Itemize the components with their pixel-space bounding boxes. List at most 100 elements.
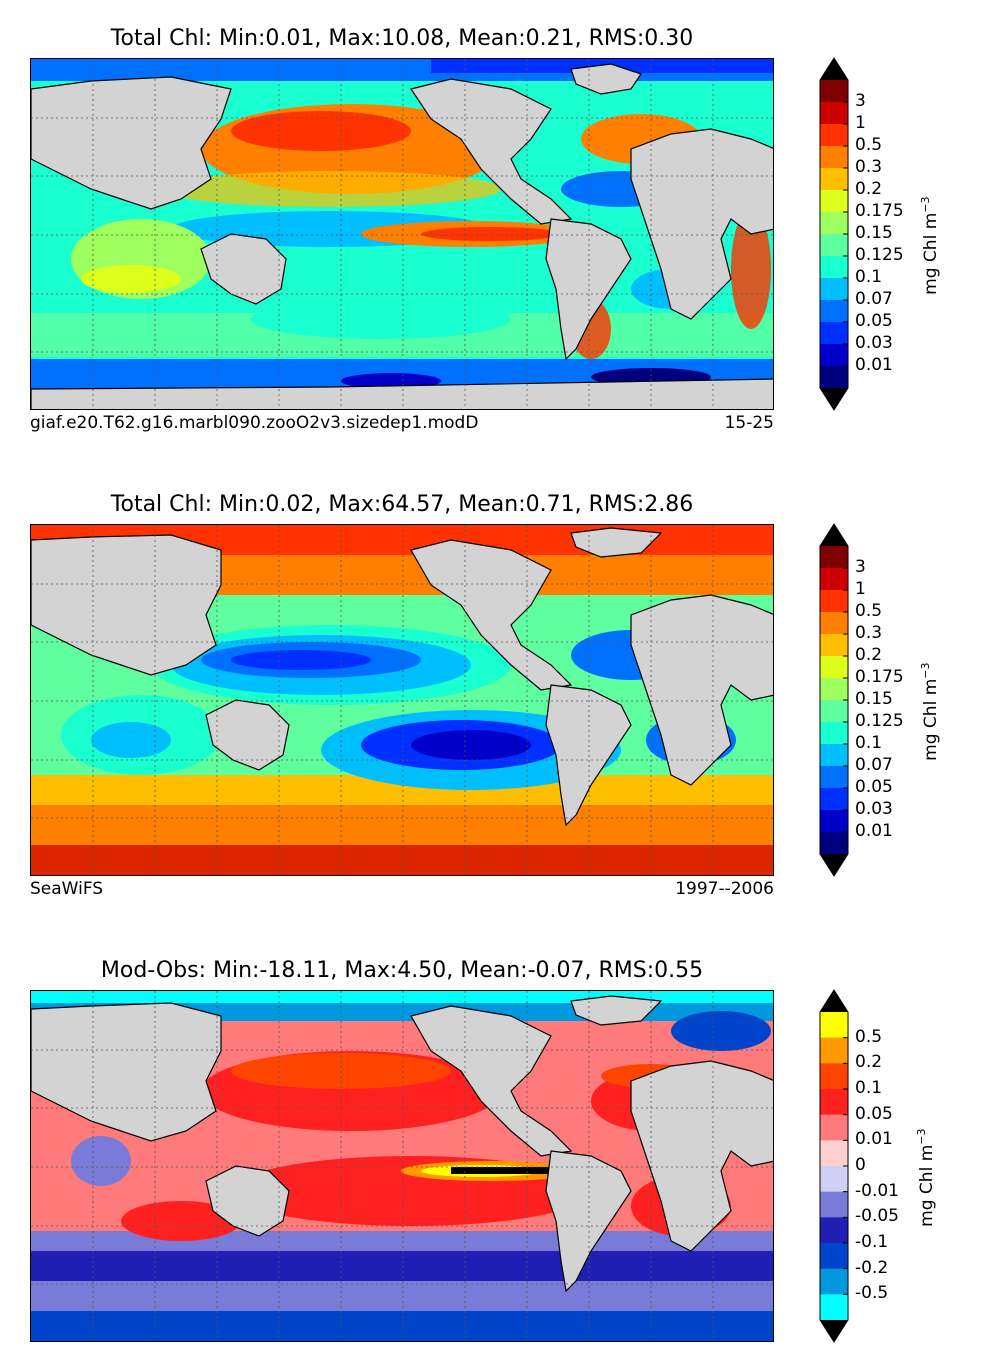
colorbar-tick-label: -0.1 (855, 1232, 889, 1252)
colorbar-tick-label: 0.5 (855, 1026, 883, 1047)
panel-2-caption-right: 1997--2006 (675, 879, 774, 899)
colorbar-swatch (820, 766, 848, 789)
colorbar-extend-top (820, 58, 848, 80)
colorbar-tick-label: 0.03 (855, 799, 893, 819)
colorbar-swatch (820, 124, 848, 147)
panel-1-colorbar-label: mg Chl m−3 (919, 196, 941, 295)
colorbar-swatch (820, 278, 848, 301)
colorbar-swatch (820, 1294, 848, 1321)
colorbar-swatch (820, 1217, 848, 1244)
colorbar-tick-label: 0.125 (855, 711, 904, 731)
colorbar-extend-bottom (820, 388, 848, 410)
colorbar-swatch (820, 788, 848, 811)
colorbar-swatch (820, 1140, 848, 1167)
colorbar-outline (819, 523, 849, 877)
graticule (31, 59, 773, 409)
colorbar-tick-label: 0.2 (855, 645, 883, 665)
colorbar-outline (819, 57, 849, 411)
colorbar-swatch (820, 612, 848, 635)
colorbar-tick-label: 0.3 (855, 157, 883, 177)
colorbar-extend-top (820, 990, 848, 1012)
panel-3-map (30, 990, 774, 1342)
colorbar-outline (819, 989, 849, 1343)
colorbar-tick-label: 0.07 (855, 289, 893, 309)
colorbar-tick-label: 0.125 (855, 245, 904, 265)
colorbar-swatch (820, 832, 848, 855)
colorbar-tick-label: 0.1 (855, 267, 883, 287)
colorbar-swatch (820, 700, 848, 723)
colorbar-extend-bottom (820, 854, 848, 876)
colorbar-swatch (820, 80, 848, 103)
colorbar-tick-label: -0.01 (855, 1180, 899, 1201)
colorbar-swatch (820, 300, 848, 323)
colorbar-swatch (820, 810, 848, 833)
colorbar-tick-label: -0.05 (855, 1206, 899, 1227)
colorbar-swatch (820, 568, 848, 591)
colorbar-tick-label: 0.1 (855, 1078, 883, 1098)
colorbar-tick-label: 0.01 (855, 821, 893, 841)
colorbar-tick-label: 0.175 (855, 667, 904, 687)
colorbar-swatch (820, 168, 848, 191)
colorbar-tick-label: 0.01 (855, 1129, 893, 1150)
colorbar-tick-label: 0.2 (855, 1052, 883, 1073)
colorbar-swatch (820, 1114, 848, 1141)
colorbar-tick-label: 1 (855, 113, 866, 133)
colorbar-swatch (820, 744, 848, 767)
colorbar-swatch (820, 102, 848, 125)
colorbar-tick-label: 0.03 (855, 333, 893, 353)
colorbar-swatch (820, 590, 848, 613)
colorbar-tick-label: 3 (855, 557, 866, 577)
colorbar-tick-label: 0.15 (855, 223, 893, 243)
colorbar-swatch (820, 656, 848, 679)
panel-2-colorbar-label: mg Chl m−3 (919, 662, 941, 761)
colorbar-swatch (820, 146, 848, 169)
panel-3-colorbar (819, 989, 849, 1343)
colorbar-tick-label: 0.5 (855, 135, 883, 155)
colorbar-tick-label: -0.2 (855, 1257, 889, 1278)
colorbar-swatch (820, 1166, 848, 1193)
colorbar-swatch (820, 366, 848, 389)
colorbar-swatch (820, 212, 848, 235)
colorbar-swatch (820, 256, 848, 279)
colorbar-swatch (820, 344, 848, 367)
panel-1-colorbar (819, 57, 849, 411)
panel-1-caption-left: giaf.e20.T62.g16.marbl090.zooO2v3.sizede… (30, 413, 479, 433)
colorbar-tick-label: 0.05 (855, 311, 893, 331)
colorbar-swatch (820, 546, 848, 569)
colorbar-extend-top (820, 524, 848, 546)
colorbar-tick-label: 0 (855, 1155, 866, 1175)
colorbar-tick-label: 0.1 (855, 733, 883, 753)
panel-1-map (30, 58, 774, 410)
colorbar-tick-label: 0.5 (855, 601, 883, 621)
colorbar-swatch (820, 1012, 848, 1039)
colorbar-swatch (820, 1191, 848, 1218)
panel-1-caption-right: 15-25 (724, 413, 774, 433)
colorbar-tick-label: 0.3 (855, 623, 883, 643)
colorbar-tick-label: 0.07 (855, 755, 893, 775)
panel-3-title: Mod-Obs: Min:-18.11, Max:4.50, Mean:-0.0… (100, 958, 704, 983)
colorbar-tick-label: 0.05 (855, 777, 893, 797)
colorbar-swatch (820, 1243, 848, 1270)
colorbar-swatch (820, 322, 848, 345)
colorbar-swatch (820, 1268, 848, 1295)
colorbar-swatch (820, 1037, 848, 1064)
colorbar-tick-label: 0.175 (855, 201, 904, 221)
colorbar-tick-label: 0.01 (855, 355, 893, 375)
colorbar-swatch (820, 190, 848, 213)
colorbar-tick-label: 0.15 (855, 689, 893, 709)
colorbar-tick-label: 1 (855, 579, 866, 599)
colorbar-extend-bottom (820, 1320, 848, 1342)
panel-2-caption-left: SeaWiFS (30, 879, 104, 899)
colorbar-swatch (820, 678, 848, 701)
panel-2-map (30, 524, 774, 876)
panel-1-title: Total Chl: Min:0.01, Max:10.08, Mean:0.2… (110, 26, 694, 51)
colorbar-swatch (820, 1089, 848, 1116)
colorbar-swatch (820, 634, 848, 657)
panel-3-colorbar-label: mg Chl m−3 (915, 1128, 937, 1227)
colorbar-tick-label: -0.5 (855, 1283, 889, 1304)
colorbar-swatch (820, 1063, 848, 1090)
colorbar-swatch (820, 234, 848, 257)
panel-2-title: Total Chl: Min:0.02, Max:64.57, Mean:0.7… (110, 492, 694, 517)
colorbar-tick-label: 0.05 (855, 1103, 893, 1124)
colorbar-swatch (820, 722, 848, 745)
